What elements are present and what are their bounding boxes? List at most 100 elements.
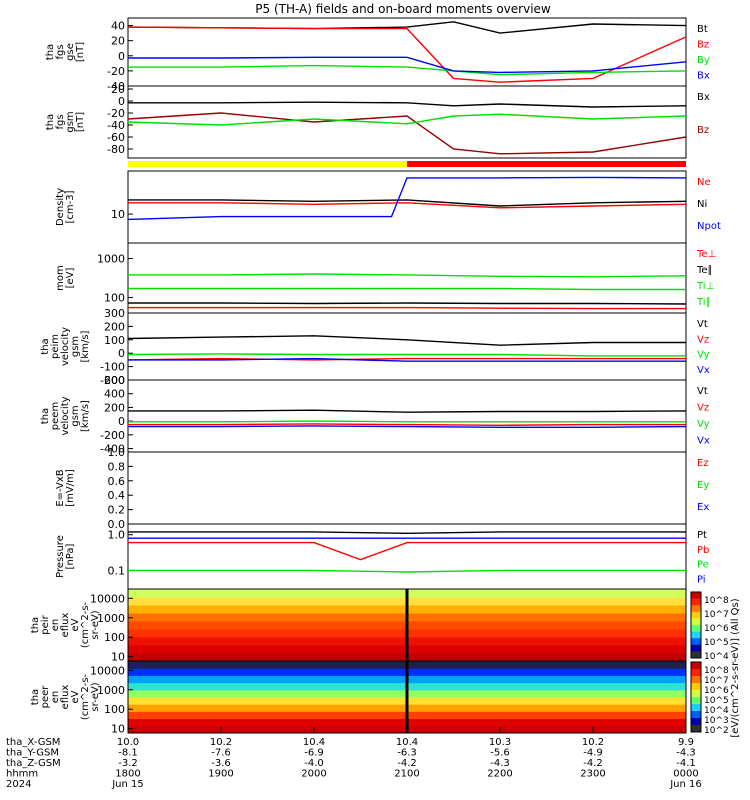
y-tick-label: 300: [104, 307, 125, 320]
legend-entry: Vx: [697, 436, 710, 447]
panel-frame: [127, 85, 687, 159]
series-By: [127, 113, 687, 126]
x-tick-label: 0000: [673, 769, 698, 780]
y-axis-label: Density: [55, 188, 66, 226]
x-row-value: -6.9: [304, 748, 324, 759]
y-tick-label: 0: [118, 95, 125, 108]
x-tick-label: 2300: [580, 769, 605, 780]
y-axis-label: eV: [70, 618, 81, 631]
y-axis-label: [cm-3]: [65, 190, 76, 223]
y-axis-label: eV: [70, 690, 81, 703]
figure-title: P5 (TH-A) fields and on-board moments ov…: [255, 2, 551, 16]
y-axis-label: Pressure: [55, 535, 66, 578]
x-row-value: -6.3: [397, 748, 417, 759]
colorbar-segment: [691, 651, 701, 659]
y-tick-label: 600: [104, 374, 125, 387]
x-row-value: -4.1: [676, 758, 696, 769]
colorbar-segment: [691, 725, 701, 733]
panel-pressure: 1.0 0.1 Pressure [nPa] Pt Pb Pe Pi: [55, 523, 709, 590]
legend-entry: By: [697, 55, 710, 66]
y-axis-label: gse: [65, 43, 76, 61]
series-Bz: [127, 112, 687, 155]
y-axis-label: tha: [40, 408, 51, 424]
y-axis-label: peir: [40, 614, 51, 634]
spectrogram-gap: [405, 661, 409, 733]
colorbar-segment: [691, 683, 701, 691]
x-tick-label: 1900: [208, 769, 233, 780]
colorbar-segment: [691, 662, 701, 670]
legend-entry: Vt: [697, 386, 708, 397]
x-day-label: Jun 15: [111, 779, 144, 790]
y-tick-label: 40: [111, 20, 125, 33]
colorbar-frame: [690, 661, 702, 733]
y-tick-label: 1000: [97, 684, 125, 697]
y-axis-label: [nT]: [75, 112, 86, 132]
y-axis-label: peer: [40, 685, 51, 709]
y-tick-label: 0: [118, 347, 125, 360]
spectrogram-gap: [405, 589, 409, 661]
y-tick-label: 0.6: [108, 475, 126, 488]
legend-entry: Vz: [697, 334, 709, 345]
legend-entry: Ey: [697, 480, 709, 491]
y-axis-label: velocity: [60, 396, 71, 435]
y-tick-label: 10: [111, 723, 125, 736]
y-axis-label: tha: [45, 114, 56, 130]
y-tick-label: 0.1: [108, 564, 126, 577]
y-axis-label: mom: [55, 265, 66, 291]
x-row-value: -4.3: [490, 758, 510, 769]
colorbar-tick-label: 10^5: [704, 696, 729, 706]
legend-entry: Ti⊥: [696, 281, 714, 292]
colorbar-segment: [691, 711, 701, 719]
legend-entry: Vt: [697, 319, 708, 330]
y-tick-label: -80: [107, 143, 125, 156]
y-axis-label: gsm: [70, 336, 81, 357]
x-row-value: 10.4: [303, 737, 325, 748]
legend-entry: Ex: [697, 502, 709, 513]
colorbar-tick-label: 10^2: [704, 726, 729, 736]
panel-moments_t: 1000 100 mom [eV] Te⊥ Te∥ Ti⊥ Ti∥: [55, 242, 716, 314]
mode-bar-red: [407, 161, 686, 167]
y-tick-label: -40: [107, 80, 125, 93]
legend-entry: Vz: [697, 403, 709, 414]
y-tick-label: -40: [107, 119, 125, 132]
x-row-value: -4.9: [583, 748, 603, 759]
legend-entry: Te∥: [696, 265, 713, 276]
colorbar-tick-label: 10^8: [704, 666, 729, 676]
x-row-value: 10.4: [396, 737, 418, 748]
colorbar-segment: [691, 631, 701, 639]
y-tick-label: 100: [104, 631, 125, 644]
colorbar-tick-label: 10^8: [704, 596, 729, 606]
colorbar-segment: [691, 638, 701, 646]
legend-entry: Ni: [697, 199, 707, 210]
y-axis-label: peem: [50, 402, 61, 430]
x-row-label: tha_X-GSM: [6, 737, 60, 748]
legend-entry: Te⊥: [696, 249, 716, 260]
y-tick-label: 0: [118, 50, 125, 63]
legend-entry: Bx: [697, 71, 710, 82]
x-row-label: hhmm: [6, 769, 38, 780]
series-Bz: [127, 26, 687, 83]
x-row-value: 10.2: [210, 737, 232, 748]
x-row-value: -7.6: [211, 748, 231, 759]
y-tick-label: 1000: [97, 253, 125, 266]
x-day-label: Jun 16: [669, 779, 702, 790]
mode-bar-yellow: [128, 161, 407, 167]
colorbar-segment: [691, 690, 701, 698]
y-tick-label: 1.0: [108, 529, 126, 542]
x-axis-labels: tha_X-GSM 10.0 10.2 10.4 10.4 10.3 10.2 9.9 tha_…: [6, 727, 702, 790]
y-tick-label: 20: [111, 83, 125, 96]
x-row-value: -8.1: [118, 748, 138, 759]
y-axis-label: tha: [30, 689, 41, 705]
x-tick-label: 2000: [301, 769, 326, 780]
y-axis-label: peim: [50, 334, 61, 359]
y-tick-label: 400: [104, 388, 125, 401]
legend-entry: Vy: [697, 350, 710, 361]
colorbar-segment: [691, 676, 701, 684]
colorbar-tick-label: 10^5: [704, 638, 729, 648]
colorbar-tick-label: 10^7: [704, 610, 729, 620]
colorbar-frame: [690, 591, 702, 659]
series-Pt: [128, 531, 686, 535]
x-tick-label: 2100: [394, 769, 419, 780]
